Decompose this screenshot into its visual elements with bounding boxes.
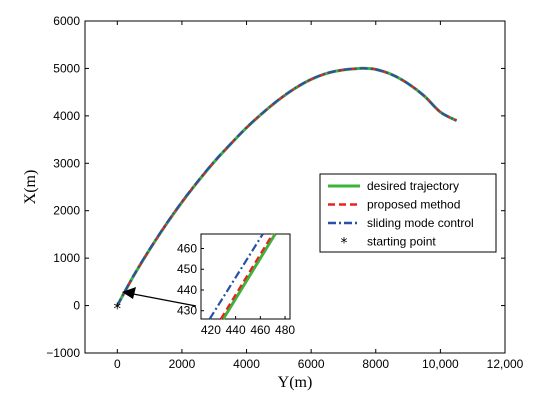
legend-marker: * (341, 236, 348, 252)
inset-x-tick-label: 420 (201, 323, 221, 337)
inset-y-tick-label: 440 (177, 283, 197, 297)
inset-x-tick-label: 460 (250, 323, 270, 337)
inset-line-proposed-method (219, 233, 274, 320)
starting-point-layer: * (114, 300, 122, 318)
legend-label: sliding mode control (367, 216, 474, 230)
series-line-sliding-mode-control (116, 67, 458, 307)
x-axis-label: Y(m) (278, 374, 313, 391)
y-axis-ticks: −1000 0 1000 2000 3000 4000 5000 6000 (46, 14, 505, 360)
y-tick-label: −1000 (46, 346, 80, 360)
y-tick-label: 1000 (53, 251, 80, 265)
arrow-shaft (127, 292, 197, 307)
inset-line-sliding-mode-control (208, 233, 264, 320)
x-tick-label: 10,000 (422, 357, 459, 371)
inset-zoom: 420 440 460 480 430 440 450 460 (177, 233, 295, 337)
y-tick-label: 5000 (53, 61, 80, 75)
plot-area (84, 20, 506, 354)
legend-label: starting point (367, 235, 436, 249)
legend: desired trajectory proposed method sliding… (319, 173, 497, 253)
y-tick-label: 3000 (53, 156, 80, 170)
x-tick-label: 8000 (362, 357, 389, 371)
y-tick-label: 2000 (53, 204, 80, 218)
zoom-arrow (122, 287, 197, 307)
y-tick-label: 4000 (53, 109, 80, 123)
series-layer (115, 66, 458, 307)
inset-y-tick-label: 460 (177, 242, 197, 256)
x-tick-label: 4000 (233, 357, 260, 371)
inset-y-tick-label: 430 (177, 304, 197, 318)
inset-y-tick-label: 450 (177, 262, 197, 276)
inset-x-tick-label: 480 (275, 323, 295, 337)
x-tick-label: 6000 (298, 357, 325, 371)
y-tick-label: 0 (73, 299, 80, 313)
inset-line-desired-trajectory (221, 233, 277, 320)
x-tick-label: 12,000 (487, 357, 524, 371)
arrow-head (122, 287, 136, 299)
inset-x-tick-label: 440 (226, 323, 246, 337)
legend-label: desired trajectory (367, 179, 459, 193)
legend-label: proposed method (367, 198, 460, 212)
x-tick-label: 0 (114, 357, 121, 371)
x-axis-ticks: 0 2000 4000 6000 8000 10,000 12,000 (114, 21, 524, 371)
starting-point-marker: * (114, 300, 122, 318)
y-tick-label: 6000 (53, 14, 80, 28)
y-axis-label: X(m) (22, 170, 39, 205)
x-tick-label: 2000 (169, 357, 196, 371)
